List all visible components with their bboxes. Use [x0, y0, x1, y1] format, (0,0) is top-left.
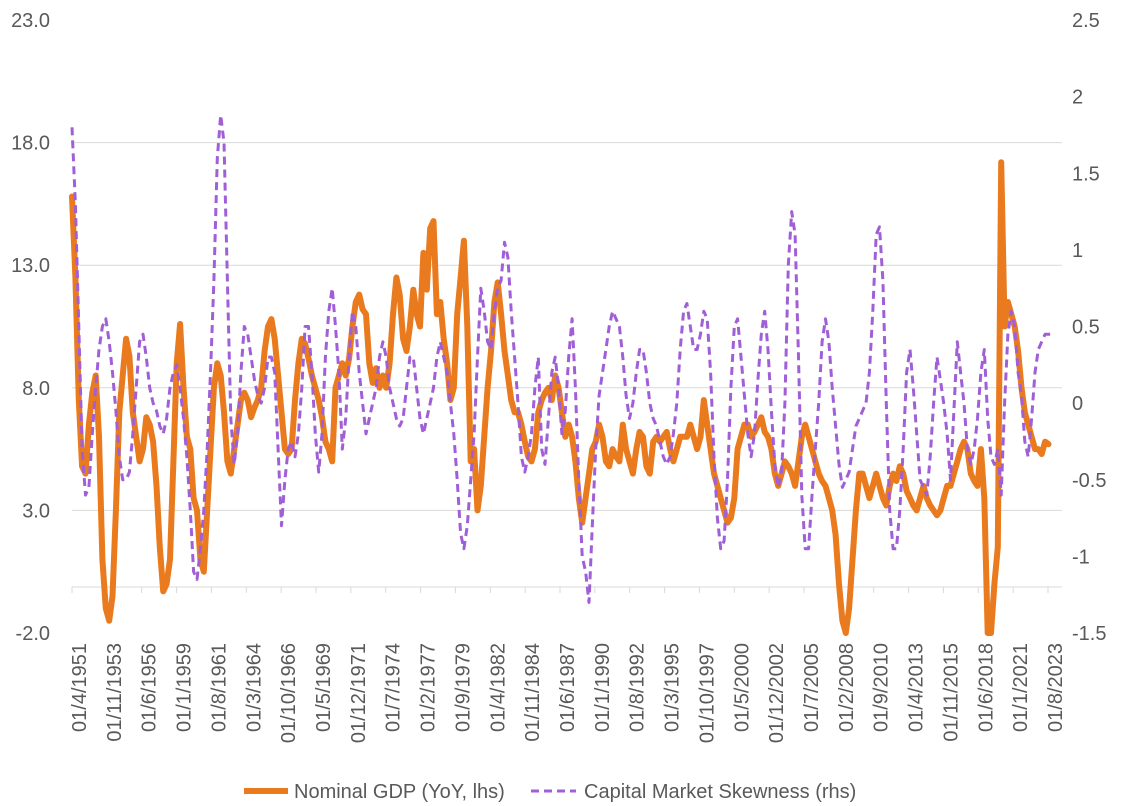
x-tick-label: 01/1/1990 [592, 643, 614, 732]
x-tick-label: 01/5/2000 [731, 643, 753, 732]
y-tick-label-left: 23.0 [11, 10, 50, 32]
x-tick-label: 01/8/2023 [1045, 643, 1067, 732]
x-tick-label: 01/9/1979 [452, 643, 474, 732]
x-tick-label: 01/5/1969 [313, 643, 335, 732]
y-tick-label-right: 1.5 [1072, 163, 1100, 185]
y-tick-label-right: -0.5 [1072, 470, 1106, 492]
y-tick-label-right: 0 [1072, 393, 1083, 415]
x-tick-label: 01/11/1984 [522, 643, 544, 742]
gridlines [72, 142, 1062, 511]
x-tick-label: 01/6/2018 [975, 643, 997, 732]
x-tick-label: 01/6/1987 [557, 643, 579, 732]
y-tick-label-right: 2.5 [1072, 10, 1100, 32]
y-tick-label-left: 8.0 [22, 378, 50, 400]
y-tick-label-left: 13.0 [11, 255, 50, 277]
y-tick-label-right: 1 [1072, 240, 1083, 262]
y-tick-label-right: -1 [1072, 546, 1090, 568]
x-tick-label: 01/1/1959 [174, 643, 196, 732]
x-tick-label: 01/4/1951 [69, 643, 91, 732]
x-tick-label: 01/10/1966 [278, 643, 300, 743]
left-axis-tick-labels: 23.0 18.0 13.0 8.0 3.0 -2.0 [11, 10, 50, 645]
x-tick-label: 01/10/1997 [696, 643, 718, 743]
x-tick-label: 01/1/2021 [1010, 643, 1032, 732]
x-tick-label: 01/12/2002 [766, 643, 788, 743]
y-tick-label-right: 2 [1072, 87, 1083, 109]
x-tick-label: 01/8/1992 [627, 643, 649, 732]
x-tick-label: 01/7/1974 [383, 643, 405, 732]
y-tick-label-right: -1.5 [1072, 623, 1106, 645]
x-tick-label: 01/2/2008 [836, 643, 858, 732]
x-tick-label: 01/7/2005 [801, 643, 823, 732]
legend-label-skew: Capital Market Skewness (rhs) [584, 781, 856, 803]
legend-label-gdp: Nominal GDP (YoY, lhs) [294, 781, 505, 803]
x-axis: 01/4/1951 01/11/1953 01/6/1956 01/1/1959 01/… [69, 586, 1067, 743]
x-tick-label: 01/4/1982 [487, 643, 509, 732]
y-tick-label-left: 18.0 [11, 133, 50, 155]
series-line-capital-market-skewness [70, 113, 1052, 604]
x-tick-label: 01/9/2010 [871, 643, 893, 732]
x-tick-label: 01/4/2013 [906, 643, 928, 732]
series-lines [69, 113, 1052, 636]
legend: Nominal GDP (YoY, lhs) Capital Market Sk… [244, 781, 856, 803]
right-axis-tick-labels: 2.5 2 1.5 1 0.5 0 -0.5 -1 -1.5 [1072, 10, 1106, 645]
series-line-nominal-gdp [69, 159, 1052, 636]
x-tick-label: 01/12/1971 [348, 643, 370, 743]
x-tick-label: 01/3/1995 [662, 643, 684, 732]
x-tick-label: 01/2/1977 [418, 643, 440, 732]
x-tick-label: 01/11/1953 [104, 643, 126, 742]
y-tick-label-left: -2.0 [16, 623, 50, 645]
x-tick-label: 01/3/1964 [243, 643, 265, 732]
y-tick-label-right: 0.5 [1072, 317, 1100, 339]
x-tick-label: 01/11/2015 [940, 643, 962, 742]
y-tick-label-left: 3.0 [22, 500, 50, 522]
x-tick-label: 01/8/1961 [208, 643, 230, 732]
x-tick-label: 01/6/1956 [139, 643, 161, 732]
